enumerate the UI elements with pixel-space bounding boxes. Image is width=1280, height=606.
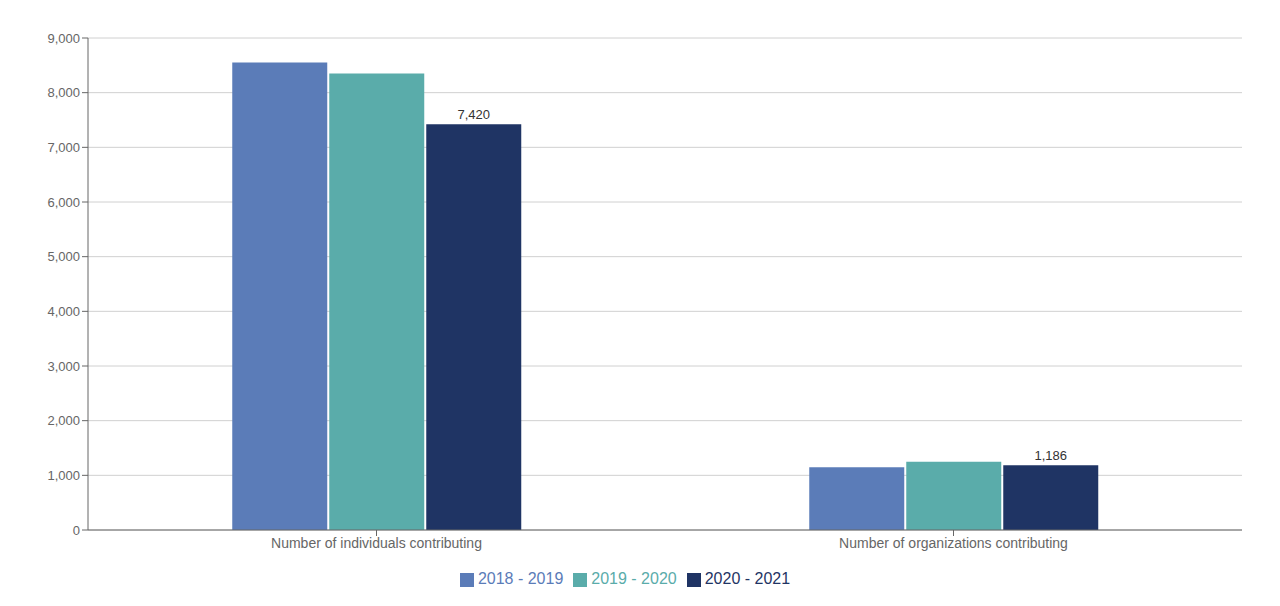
svg-text:Number of organizations contri: Number of organizations contributing — [839, 535, 1068, 551]
html-text:2019 - 2020: 2019 - 2020 — [591, 570, 677, 587]
svg-text:1,186: 1,186 — [1034, 448, 1067, 463]
svg-text:2,000: 2,000 — [47, 413, 80, 428]
svg-text:6,000: 6,000 — [47, 195, 80, 210]
svg-text:9,000: 9,000 — [47, 31, 80, 46]
svg-text:7,420: 7,420 — [457, 107, 490, 122]
svg-text:8,000: 8,000 — [47, 85, 80, 100]
svg-text:7,000: 7,000 — [47, 140, 80, 155]
svg-text:Number of individuals contribu: Number of individuals contributing — [271, 535, 482, 551]
html-text:2018 - 2019: 2018 - 2019 — [477, 570, 564, 587]
svg-text:1,000: 1,000 — [47, 468, 80, 483]
html-text:2020 - 2021: 2020 - 2021 — [704, 570, 791, 587]
svg-text:4,000: 4,000 — [47, 304, 80, 319]
svg-text:0: 0 — [73, 523, 80, 538]
svg-text:3,000: 3,000 — [47, 359, 80, 374]
svg-text:5,000: 5,000 — [47, 249, 80, 264]
